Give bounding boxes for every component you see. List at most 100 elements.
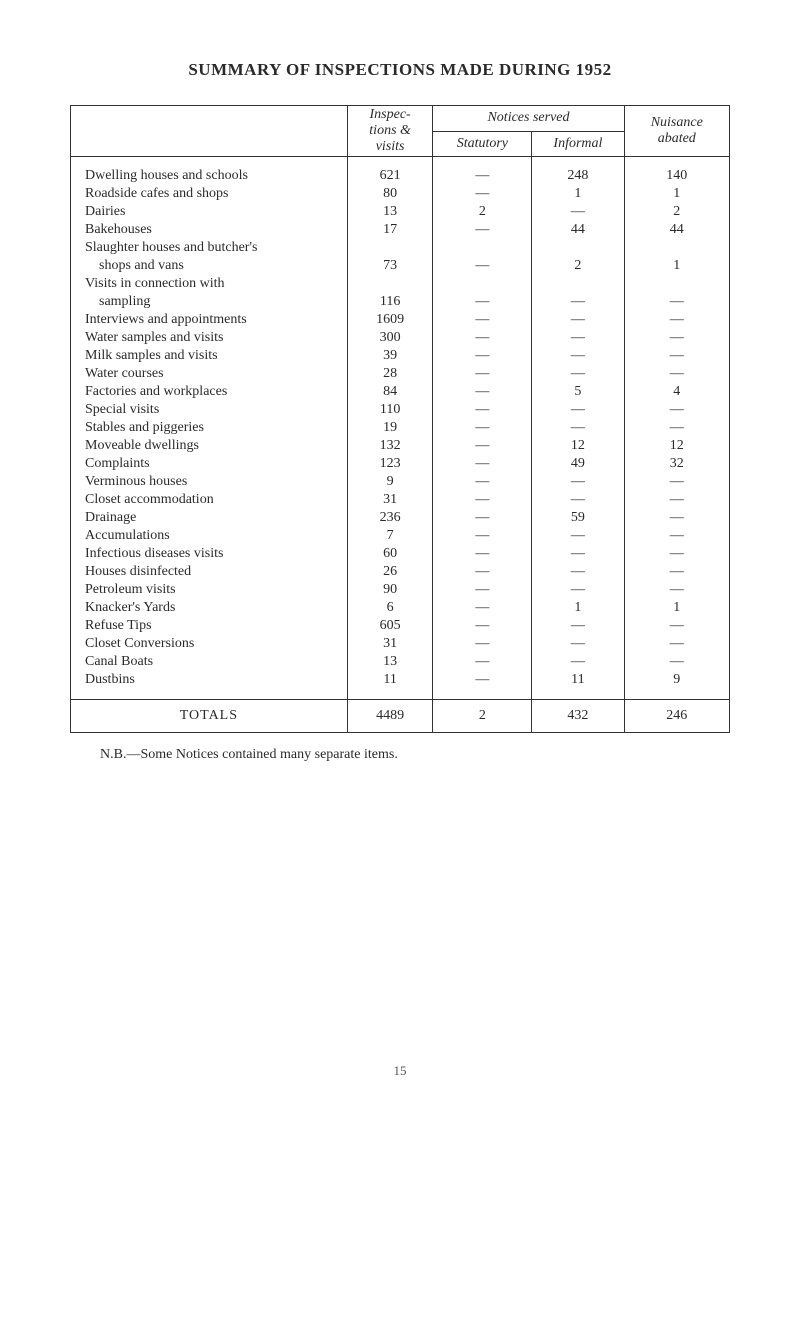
row-inspections: 90 bbox=[347, 581, 433, 599]
row-label: Infectious diseases visits bbox=[71, 545, 348, 563]
row-informal: 44 bbox=[532, 221, 624, 239]
row-statutory: — bbox=[433, 563, 532, 581]
row-informal: — bbox=[532, 329, 624, 347]
row-nuisance: — bbox=[624, 311, 729, 329]
table-row: Interviews and appointments1609——— bbox=[71, 311, 730, 329]
table-row: Knacker's Yards6—11 bbox=[71, 599, 730, 617]
row-informal: — bbox=[532, 527, 624, 545]
totals-informal: 432 bbox=[532, 700, 624, 733]
row-nuisance: — bbox=[624, 545, 729, 563]
row-statutory: — bbox=[433, 617, 532, 635]
row-statutory: — bbox=[433, 491, 532, 509]
row-inspections bbox=[347, 239, 433, 257]
row-statutory: — bbox=[433, 581, 532, 599]
row-inspections: 19 bbox=[347, 419, 433, 437]
row-informal: — bbox=[532, 473, 624, 491]
row-informal: — bbox=[532, 401, 624, 419]
row-informal: — bbox=[532, 347, 624, 365]
row-informal: 248 bbox=[532, 167, 624, 185]
row-label: Canal Boats bbox=[71, 653, 348, 671]
row-inspections: 132 bbox=[347, 437, 433, 455]
row-nuisance: 9 bbox=[624, 671, 729, 689]
table-row: Special visits110——— bbox=[71, 401, 730, 419]
row-inspections: 1609 bbox=[347, 311, 433, 329]
row-label: Petroleum visits bbox=[71, 581, 348, 599]
row-statutory: — bbox=[433, 185, 532, 203]
row-inspections: 7 bbox=[347, 527, 433, 545]
row-informal: — bbox=[532, 365, 624, 383]
table-row: Accumulations7——— bbox=[71, 527, 730, 545]
row-inspections: 236 bbox=[347, 509, 433, 527]
totals-statutory: 2 bbox=[433, 700, 532, 733]
row-inspections: 300 bbox=[347, 329, 433, 347]
table-row: Milk samples and visits39——— bbox=[71, 347, 730, 365]
row-inspections: 26 bbox=[347, 563, 433, 581]
row-statutory: — bbox=[433, 545, 532, 563]
page-title: SUMMARY OF INSPECTIONS MADE DURING 1952 bbox=[70, 60, 730, 80]
row-nuisance: — bbox=[624, 419, 729, 437]
row-informal: 12 bbox=[532, 437, 624, 455]
row-statutory: — bbox=[433, 293, 532, 311]
row-inspections: 84 bbox=[347, 383, 433, 401]
row-inspections bbox=[347, 275, 433, 293]
row-inspections: 13 bbox=[347, 203, 433, 221]
table-row: Petroleum visits90——— bbox=[71, 581, 730, 599]
row-label: Slaughter houses and butcher's bbox=[71, 239, 348, 257]
row-inspections: 6 bbox=[347, 599, 433, 617]
row-statutory: — bbox=[433, 365, 532, 383]
totals-row: TOTALS 4489 2 432 246 bbox=[71, 700, 730, 733]
row-nuisance: — bbox=[624, 617, 729, 635]
totals-label: TOTALS bbox=[71, 700, 348, 733]
row-inspections: 80 bbox=[347, 185, 433, 203]
table-row: sampling116——— bbox=[71, 293, 730, 311]
row-nuisance bbox=[624, 275, 729, 293]
header-informal: Informal bbox=[532, 131, 624, 157]
row-inspections: 123 bbox=[347, 455, 433, 473]
table-row: Closet Conversions31——— bbox=[71, 635, 730, 653]
row-label: Interviews and appointments bbox=[71, 311, 348, 329]
row-nuisance: 1 bbox=[624, 599, 729, 617]
row-label: Refuse Tips bbox=[71, 617, 348, 635]
row-nuisance: — bbox=[624, 491, 729, 509]
row-inspections: 621 bbox=[347, 167, 433, 185]
table-row: Water samples and visits300——— bbox=[71, 329, 730, 347]
row-nuisance: 12 bbox=[624, 437, 729, 455]
row-statutory: — bbox=[433, 419, 532, 437]
table-row: Water courses28——— bbox=[71, 365, 730, 383]
row-statutory bbox=[433, 239, 532, 257]
row-inspections: 39 bbox=[347, 347, 433, 365]
page-number: 15 bbox=[70, 1063, 730, 1079]
row-statutory: — bbox=[433, 455, 532, 473]
row-label: Stables and piggeries bbox=[71, 419, 348, 437]
row-statutory: — bbox=[433, 329, 532, 347]
row-label: Houses disinfected bbox=[71, 563, 348, 581]
row-statutory: — bbox=[433, 671, 532, 689]
row-nuisance: 140 bbox=[624, 167, 729, 185]
table-row: Stables and piggeries19——— bbox=[71, 419, 730, 437]
row-nuisance: — bbox=[624, 563, 729, 581]
row-informal: — bbox=[532, 635, 624, 653]
row-inspections: 13 bbox=[347, 653, 433, 671]
row-label: Water samples and visits bbox=[71, 329, 348, 347]
row-statutory bbox=[433, 275, 532, 293]
row-statutory: — bbox=[433, 509, 532, 527]
header-statutory: Statutory bbox=[433, 131, 532, 157]
spacer-row bbox=[71, 157, 730, 168]
row-statutory: — bbox=[433, 221, 532, 239]
row-inspections: 31 bbox=[347, 635, 433, 653]
row-statutory: — bbox=[433, 347, 532, 365]
spacer-row bbox=[71, 689, 730, 700]
row-nuisance: 1 bbox=[624, 257, 729, 275]
row-label: Special visits bbox=[71, 401, 348, 419]
row-label: Visits in connection with bbox=[71, 275, 348, 293]
row-informal bbox=[532, 239, 624, 257]
row-nuisance: — bbox=[624, 365, 729, 383]
row-label: Closet accommodation bbox=[71, 491, 348, 509]
table-row: Slaughter houses and butcher's bbox=[71, 239, 730, 257]
row-inspections: 110 bbox=[347, 401, 433, 419]
table-row: Dairies132—2 bbox=[71, 203, 730, 221]
row-statutory: — bbox=[433, 473, 532, 491]
table-row: Moveable dwellings132—1212 bbox=[71, 437, 730, 455]
row-label: Dairies bbox=[71, 203, 348, 221]
row-label: Milk samples and visits bbox=[71, 347, 348, 365]
